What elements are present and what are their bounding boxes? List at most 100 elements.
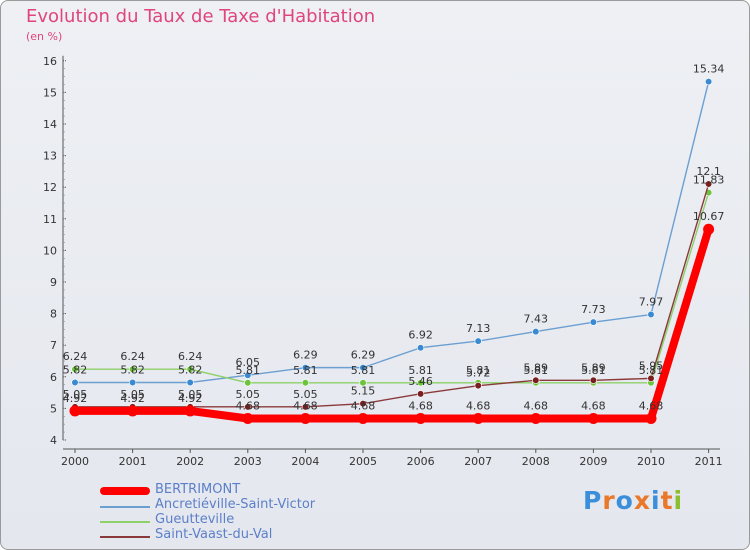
data-point: [589, 376, 598, 384]
data-label: 4.68: [581, 400, 606, 413]
data-point: [417, 379, 425, 387]
data-label: 7.43: [524, 313, 549, 326]
data-point: [244, 403, 252, 411]
data-label: 4.68: [639, 400, 664, 413]
data-label: 15.34: [693, 63, 725, 76]
data-point: [357, 413, 369, 425]
data-label: 4.92: [120, 392, 145, 405]
x-tick-label: 2004: [291, 455, 319, 468]
y-tick-label: 15: [43, 86, 57, 99]
data-point: [301, 379, 310, 387]
y-tick-label: 5: [50, 402, 57, 415]
data-point: [532, 376, 540, 384]
y-tick-label: 16: [43, 55, 57, 68]
data-label: 4.68: [293, 400, 318, 413]
data-point: [587, 413, 599, 425]
data-label: 6.05: [236, 356, 261, 369]
data-point: [359, 400, 367, 408]
data-point: [71, 365, 79, 373]
data-point: [359, 379, 367, 387]
data-label: 5.46: [408, 375, 433, 388]
data-label: 5.81: [581, 364, 606, 377]
data-point: [472, 413, 484, 425]
data-label: 5.81: [293, 364, 318, 377]
legend-item: Ancretiéville-Saint-Victor: [100, 497, 460, 514]
series-line: [74, 191, 710, 384]
y-tick-label: 13: [43, 150, 57, 163]
data-label: 6.29: [351, 349, 376, 362]
data-label: 6.92: [408, 329, 433, 342]
data-point: [645, 413, 657, 425]
main-series-line: [71, 225, 713, 423]
data-point: [647, 374, 655, 382]
data-point: [71, 378, 79, 387]
data-label: 4.68: [466, 400, 491, 413]
data-point: [474, 382, 482, 390]
legend-label: BERTRIMONT: [155, 482, 241, 497]
data-label: 5.05: [63, 388, 88, 401]
data-point: [647, 310, 655, 319]
data-label: 5.05: [120, 388, 145, 401]
logo-letter: i: [673, 486, 684, 515]
data-point: [415, 413, 427, 425]
logo-letter: i: [651, 486, 661, 515]
data-label: 6.29: [293, 349, 318, 362]
proxiti-logo: Proxiti: [583, 486, 683, 515]
x-tick-label: 2006: [407, 455, 435, 468]
data-label: 5.89: [524, 361, 549, 374]
logo-letter: P: [583, 486, 603, 515]
chart-title: Evolution du Taux de Taxe d'Habitation: [26, 6, 376, 27]
x-tick-label: 2007: [464, 455, 492, 468]
data-label: 5.82: [63, 363, 88, 376]
data-label: 5.81: [351, 364, 376, 377]
data-point: [129, 365, 137, 373]
y-tick-label: 11: [43, 213, 57, 226]
legend-swatch: [100, 487, 150, 495]
data-label: 5.81: [408, 364, 433, 377]
data-point: [244, 379, 252, 387]
y-tick-label: 12: [43, 181, 57, 194]
data-point: [244, 371, 252, 379]
logo-letter: t: [660, 486, 674, 515]
data-point: [589, 318, 598, 326]
data-label: 5.15: [351, 385, 376, 398]
data-point: [184, 405, 196, 417]
series-line: [74, 80, 710, 384]
data-point: [530, 413, 542, 425]
data-label: 5.81: [524, 364, 549, 377]
data-label: 5.95: [639, 359, 664, 372]
x-tick-label: 2002: [176, 455, 204, 468]
data-point: [474, 337, 482, 345]
x-tick-label: 2009: [579, 455, 607, 468]
data-label: 5.05: [236, 388, 261, 401]
x-tick-label: 2010: [637, 455, 665, 468]
legend-swatch: [100, 521, 150, 523]
legend-label: Ancretiéville-Saint-Victor: [155, 497, 316, 512]
y-tick-label: 14: [43, 118, 57, 131]
y-tick-label: 8: [50, 308, 57, 321]
data-point: [704, 180, 713, 188]
data-point: [301, 364, 310, 372]
data-label: 5.82: [120, 363, 145, 376]
legend-swatch: [100, 506, 150, 508]
y-tick-label: 4: [50, 434, 57, 447]
data-label: 4.68: [408, 400, 433, 413]
data-label: 5.05: [293, 388, 318, 401]
legend-label: Saint-Vaast-du-Val: [155, 527, 273, 542]
logo-letter: o: [615, 486, 634, 515]
x-tick-label: 2001: [119, 455, 147, 468]
data-point: [417, 390, 425, 398]
data-label: 5.05: [178, 388, 203, 401]
y-tick-label: 10: [43, 244, 57, 257]
legend-swatch: [100, 536, 150, 538]
data-point: [186, 378, 194, 387]
data-label: 4.92: [63, 392, 88, 405]
data-label: 7.13: [466, 322, 491, 335]
x-tick-label: 2011: [695, 455, 723, 468]
legend: BERTRIMONT Ancretiéville-Saint-Victor Gu…: [100, 482, 460, 544]
legend-item: Saint-Vaast-du-Val: [100, 527, 460, 544]
data-point: [532, 328, 540, 336]
data-label: 6.24: [178, 350, 203, 363]
